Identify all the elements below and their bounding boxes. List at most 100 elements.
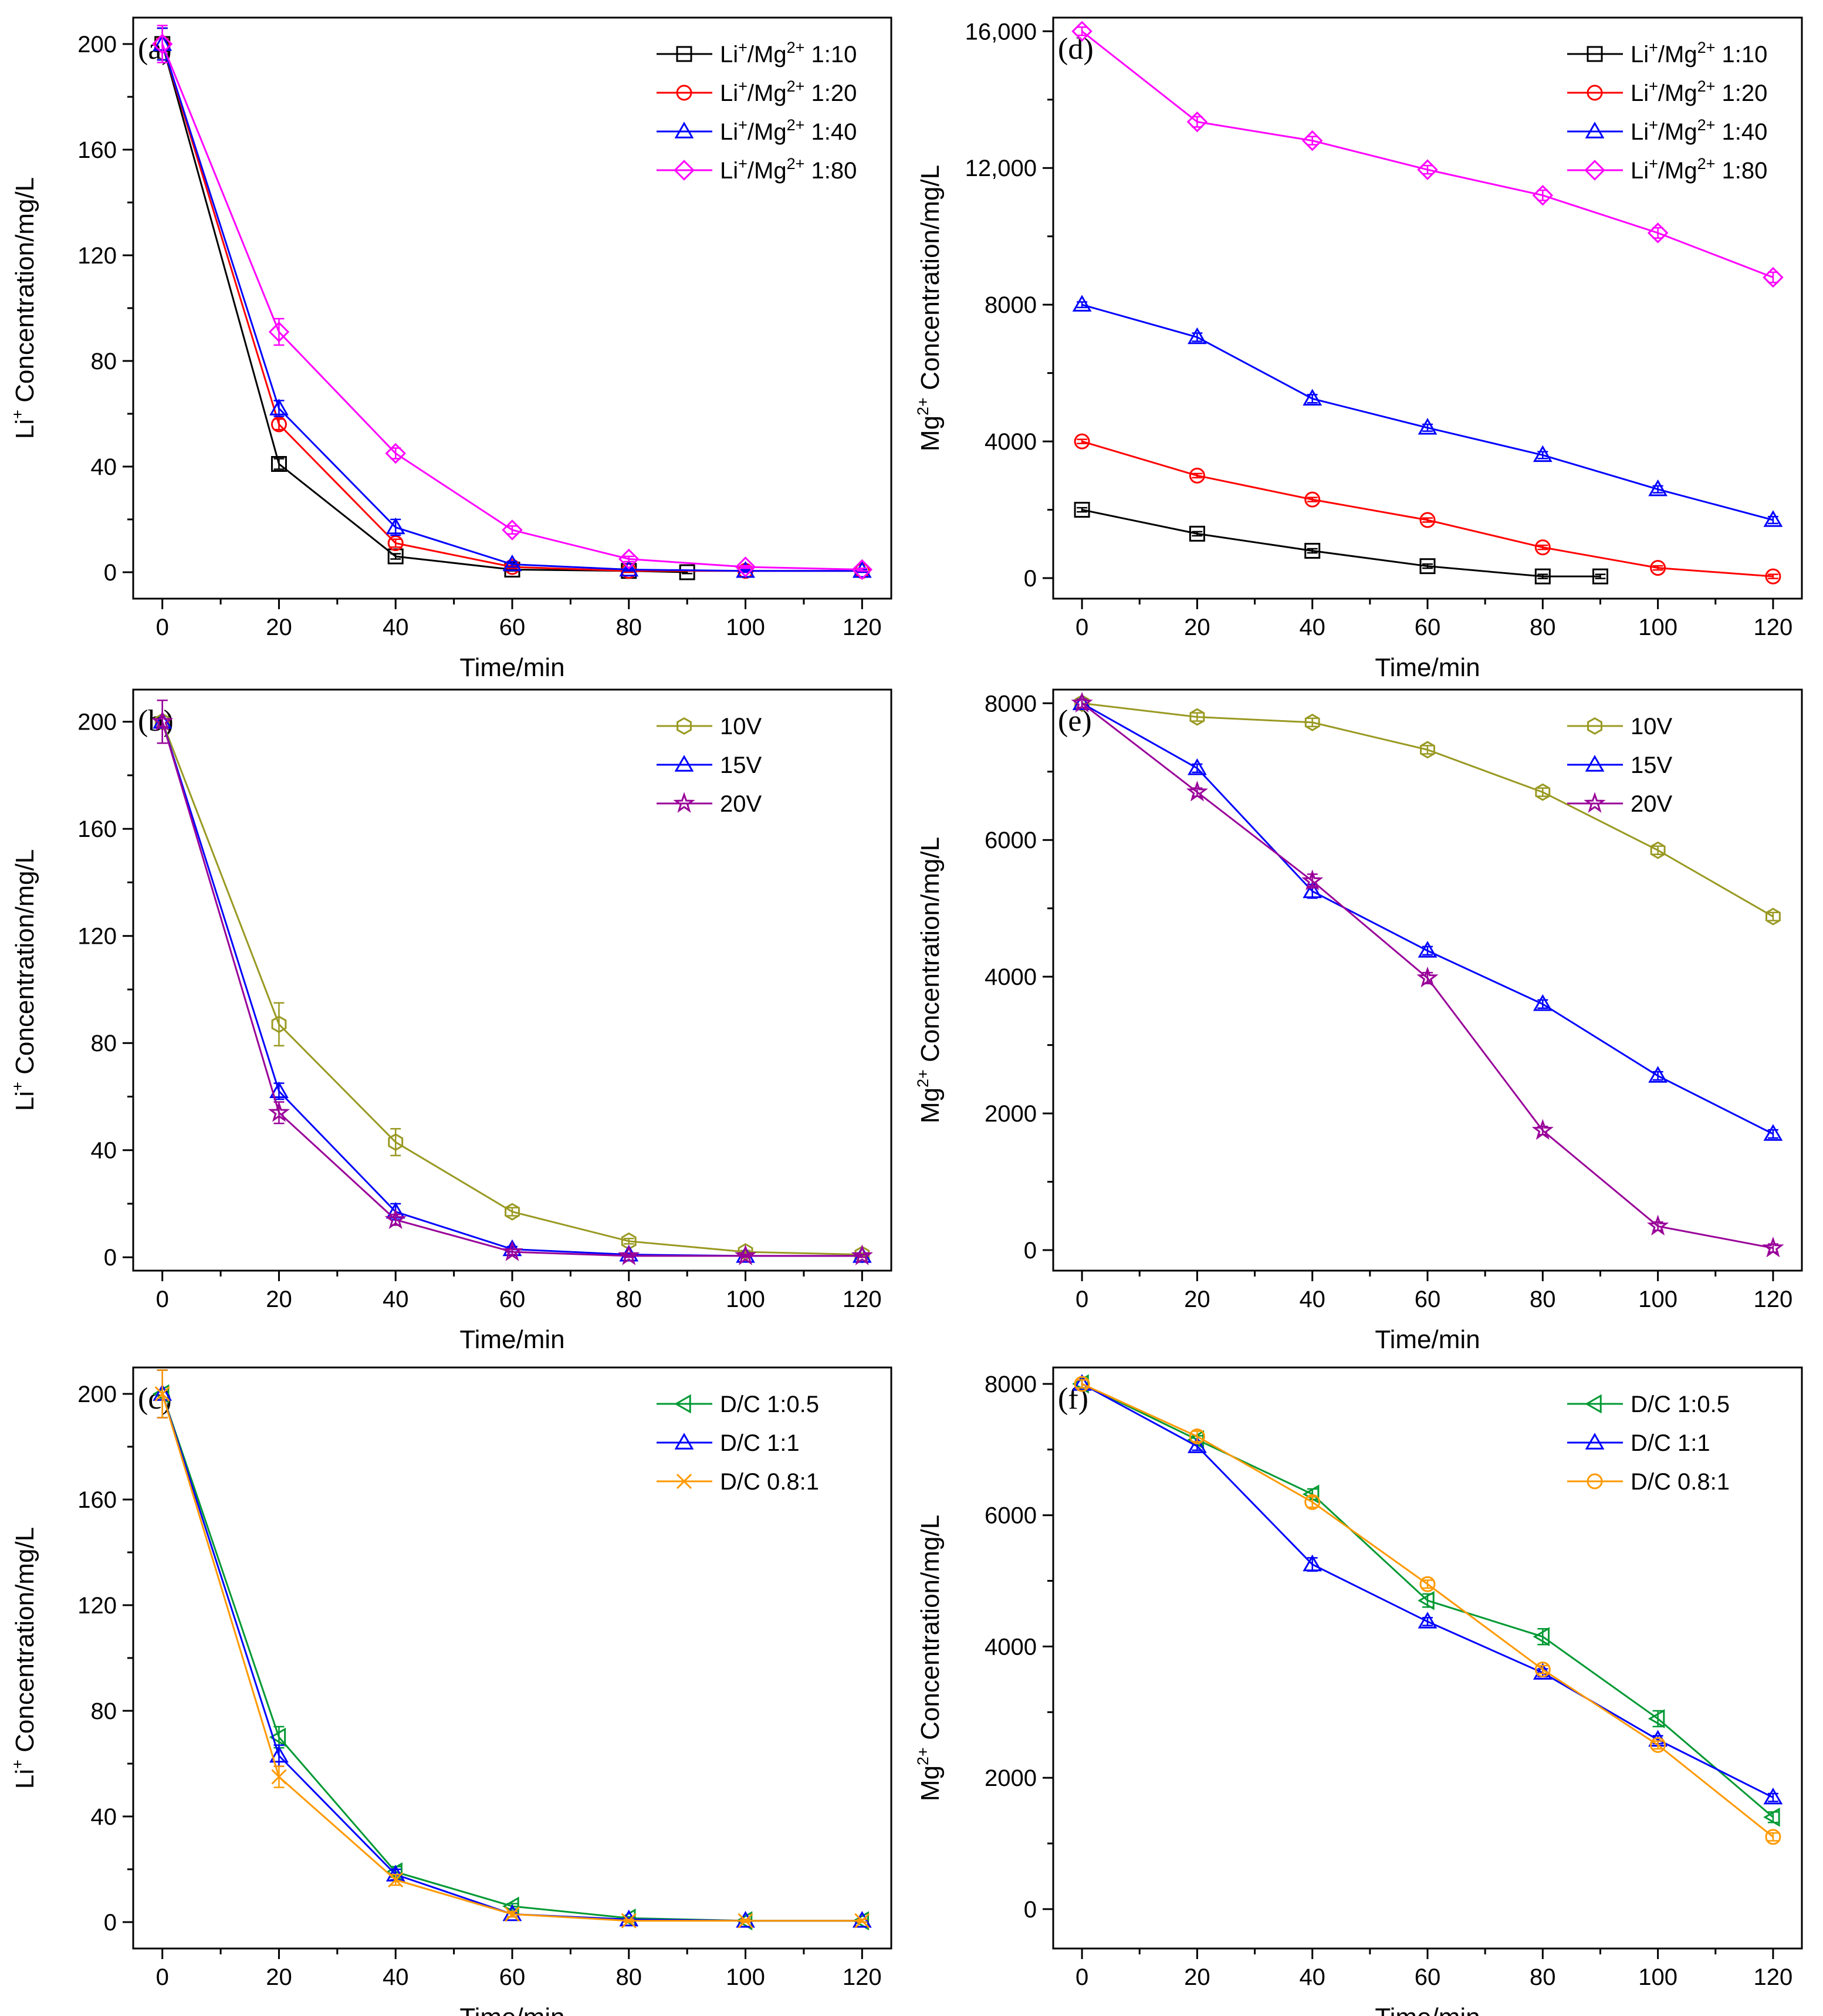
triangle-marker [1072,1374,1092,1391]
series-line [1081,509,1601,578]
legend-label-part: /Mg [1658,80,1697,106]
legend-label-sup: + [1649,116,1658,134]
legend-label-sup: 2+ [1697,77,1716,95]
circle-marker [1587,1473,1603,1490]
y-tick-label: 200 [77,32,117,58]
hexagon-marker [1650,841,1666,859]
x-tick-label: 120 [843,1964,882,1990]
triangle-marker [674,1433,694,1450]
square-marker [1419,558,1436,575]
error-bar [857,568,868,572]
y-axis-title-rest: Concentration/mg/L [916,1515,945,1747]
circle-marker [1587,85,1603,101]
error-bar [1422,517,1433,523]
circle-marker [1765,568,1781,585]
legend-label-part: 1:10 [804,42,857,67]
triangle-marker [1763,1787,1783,1805]
legend-label: D/C 0.8:1 [720,1469,819,1495]
hexagon-marker [505,1203,520,1221]
error-bar [390,1127,401,1157]
circle-marker [1765,1829,1781,1845]
error-bar [1767,1832,1778,1842]
triangle-left-marker [1585,1394,1602,1414]
series-2 [1074,1376,1781,1845]
triangle-left-marker [1418,1590,1435,1610]
legend-label-part: /Mg [748,119,787,145]
triangle-marker [1418,941,1438,958]
y-tick-label: 6000 [985,1503,1037,1529]
triangle-marker [1303,881,1323,899]
y-axis-title: Mg2+ Concentration/mg/L [914,1515,945,1801]
x-tick-label: 120 [1754,1286,1793,1312]
triangle-marker [1072,693,1092,710]
diamond-marker [1071,21,1093,42]
triangle-marker [674,755,694,772]
legend-label-sup: + [1649,155,1658,173]
hexagon-marker [1074,694,1090,712]
series-2 [1072,295,1783,527]
legend-label: 20V [720,791,762,817]
legend-label-part: Li [1631,42,1649,67]
y-tick-label: 80 [91,1031,117,1056]
error-bar [1595,573,1606,579]
error-bar [1652,845,1663,855]
y-axis-title-rest: Concentration/mg/L [11,849,39,1082]
x-axis-title: Time/min [1375,2003,1480,2016]
hexagon-marker [1587,717,1602,735]
hexagon-marker [1765,907,1781,926]
x-tick-label: 80 [616,1964,642,1990]
circle-marker [676,85,692,101]
star-marker [1584,792,1606,813]
x-tick-label: 20 [266,1964,292,1990]
legend-label: 20V [1631,791,1672,817]
y-tick-label: 0 [104,1245,117,1271]
circle-marker [1189,467,1205,484]
y-axis-title-base: Li [11,419,39,439]
star-marker [673,792,695,813]
star-marker [1762,1236,1784,1258]
x-tick-label: 80 [616,614,642,640]
y-axis-title-rest: Concentration/mg/L [916,165,945,397]
x-tick-label: 20 [1184,614,1210,640]
circle-marker [621,563,637,579]
x-tick-label: 120 [843,614,882,640]
y-tick-label: 16,000 [965,19,1037,45]
error-bar [390,538,401,548]
error-bar [1422,563,1433,569]
y-tick-label: 160 [77,1487,117,1513]
y-tick-label: 4000 [985,429,1037,455]
y-axis-title-base: Li [11,1091,39,1111]
error-bar [157,25,168,63]
error-bar [1422,164,1433,175]
legend-label-part: 1:20 [1715,80,1767,106]
triangle-left-marker [674,1394,691,1414]
x-tick-label: 80 [1530,1286,1556,1312]
legend-label: Li+/Mg2+ 1:20 [720,77,857,106]
y-tick-label: 2000 [985,1101,1037,1127]
triangle-marker [1187,758,1207,775]
legend-label-part: Li [720,80,738,106]
x-tick-label: 0 [156,1964,169,1990]
triangle-marker [1187,1436,1207,1453]
x-tick-label: 20 [1184,1286,1210,1312]
legend-label: D/C 0.8:1 [1631,1469,1730,1495]
x-tick-label: 120 [1754,1964,1793,1990]
x-tick-label: 0 [156,1286,169,1312]
legend: 10V 15V 20V [1567,714,1672,817]
circle-marker [1419,512,1436,528]
y-axis-title-sup: 2+ [914,397,932,416]
error-bar [1767,1129,1778,1139]
x-tick-label: 100 [726,1964,765,1990]
legend-label: 10V [720,714,762,739]
series-0 [1074,694,1781,926]
y-axis-title-sup: 2+ [914,1747,932,1765]
error-bar [1077,438,1088,444]
y-tick-label: 12,000 [965,156,1037,181]
y-axis-title-sup: + [9,410,26,419]
legend-label-part: Li [1631,80,1649,106]
x-tick-label: 100 [1638,614,1677,640]
star-marker [1416,966,1439,988]
star-marker [618,1244,640,1265]
error-bar [1307,497,1318,502]
